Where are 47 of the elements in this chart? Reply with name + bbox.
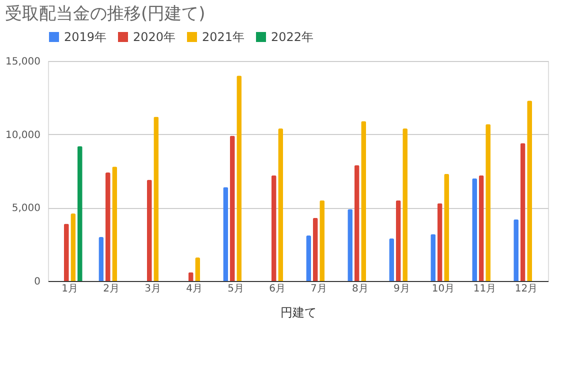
x-tick-label: 10月 bbox=[432, 284, 455, 294]
bar bbox=[320, 200, 325, 281]
x-tick-label: 12月 bbox=[514, 284, 538, 294]
bar bbox=[396, 200, 401, 281]
legend-label: 2020年 bbox=[133, 30, 176, 44]
bar bbox=[223, 187, 228, 281]
x-tick-label: 3月 bbox=[144, 284, 161, 294]
bar bbox=[478, 175, 484, 281]
legend-label: 2021年 bbox=[202, 30, 245, 44]
y-tick-label: 5,000 bbox=[12, 203, 40, 214]
legend-label: 2022年 bbox=[271, 30, 314, 44]
x-axis-title: 円建て bbox=[280, 306, 316, 320]
bar bbox=[236, 76, 242, 281]
bar bbox=[154, 116, 159, 281]
x-tick-label: 9月 bbox=[394, 284, 410, 294]
bar bbox=[312, 218, 318, 281]
bar bbox=[278, 128, 284, 281]
x-tick-label: 2月 bbox=[103, 284, 120, 294]
bar bbox=[402, 128, 408, 281]
bar bbox=[146, 180, 152, 281]
chart-title: 受取配当金の推移(円建て) bbox=[5, 4, 206, 24]
bar bbox=[514, 219, 519, 281]
bar bbox=[472, 178, 478, 281]
x-tick-label: 8月 bbox=[352, 284, 368, 294]
x-tick-label: 11月 bbox=[473, 284, 496, 294]
bar bbox=[230, 136, 235, 281]
y-tick-label: 10,000 bbox=[6, 130, 40, 141]
bar bbox=[105, 172, 110, 281]
bar bbox=[77, 146, 82, 281]
legend-label: 2019年 bbox=[64, 30, 107, 44]
bar bbox=[444, 174, 450, 281]
bar bbox=[437, 203, 442, 281]
bar bbox=[520, 143, 526, 281]
bar bbox=[70, 214, 76, 281]
bar bbox=[271, 175, 276, 281]
bar bbox=[486, 124, 491, 281]
x-tick-label: 1月 bbox=[62, 284, 78, 294]
bar bbox=[361, 121, 366, 281]
y-tick-label: 0 bbox=[34, 276, 40, 288]
x-tick-label: 6月 bbox=[269, 284, 286, 294]
bar bbox=[112, 166, 118, 281]
bar bbox=[527, 100, 532, 281]
y-tick-label: 15,000 bbox=[6, 56, 40, 68]
x-tick-label: 7月 bbox=[310, 284, 327, 294]
bar bbox=[354, 165, 360, 281]
x-tick-label: 4月 bbox=[186, 284, 202, 294]
x-tick-label: 5月 bbox=[228, 284, 244, 294]
